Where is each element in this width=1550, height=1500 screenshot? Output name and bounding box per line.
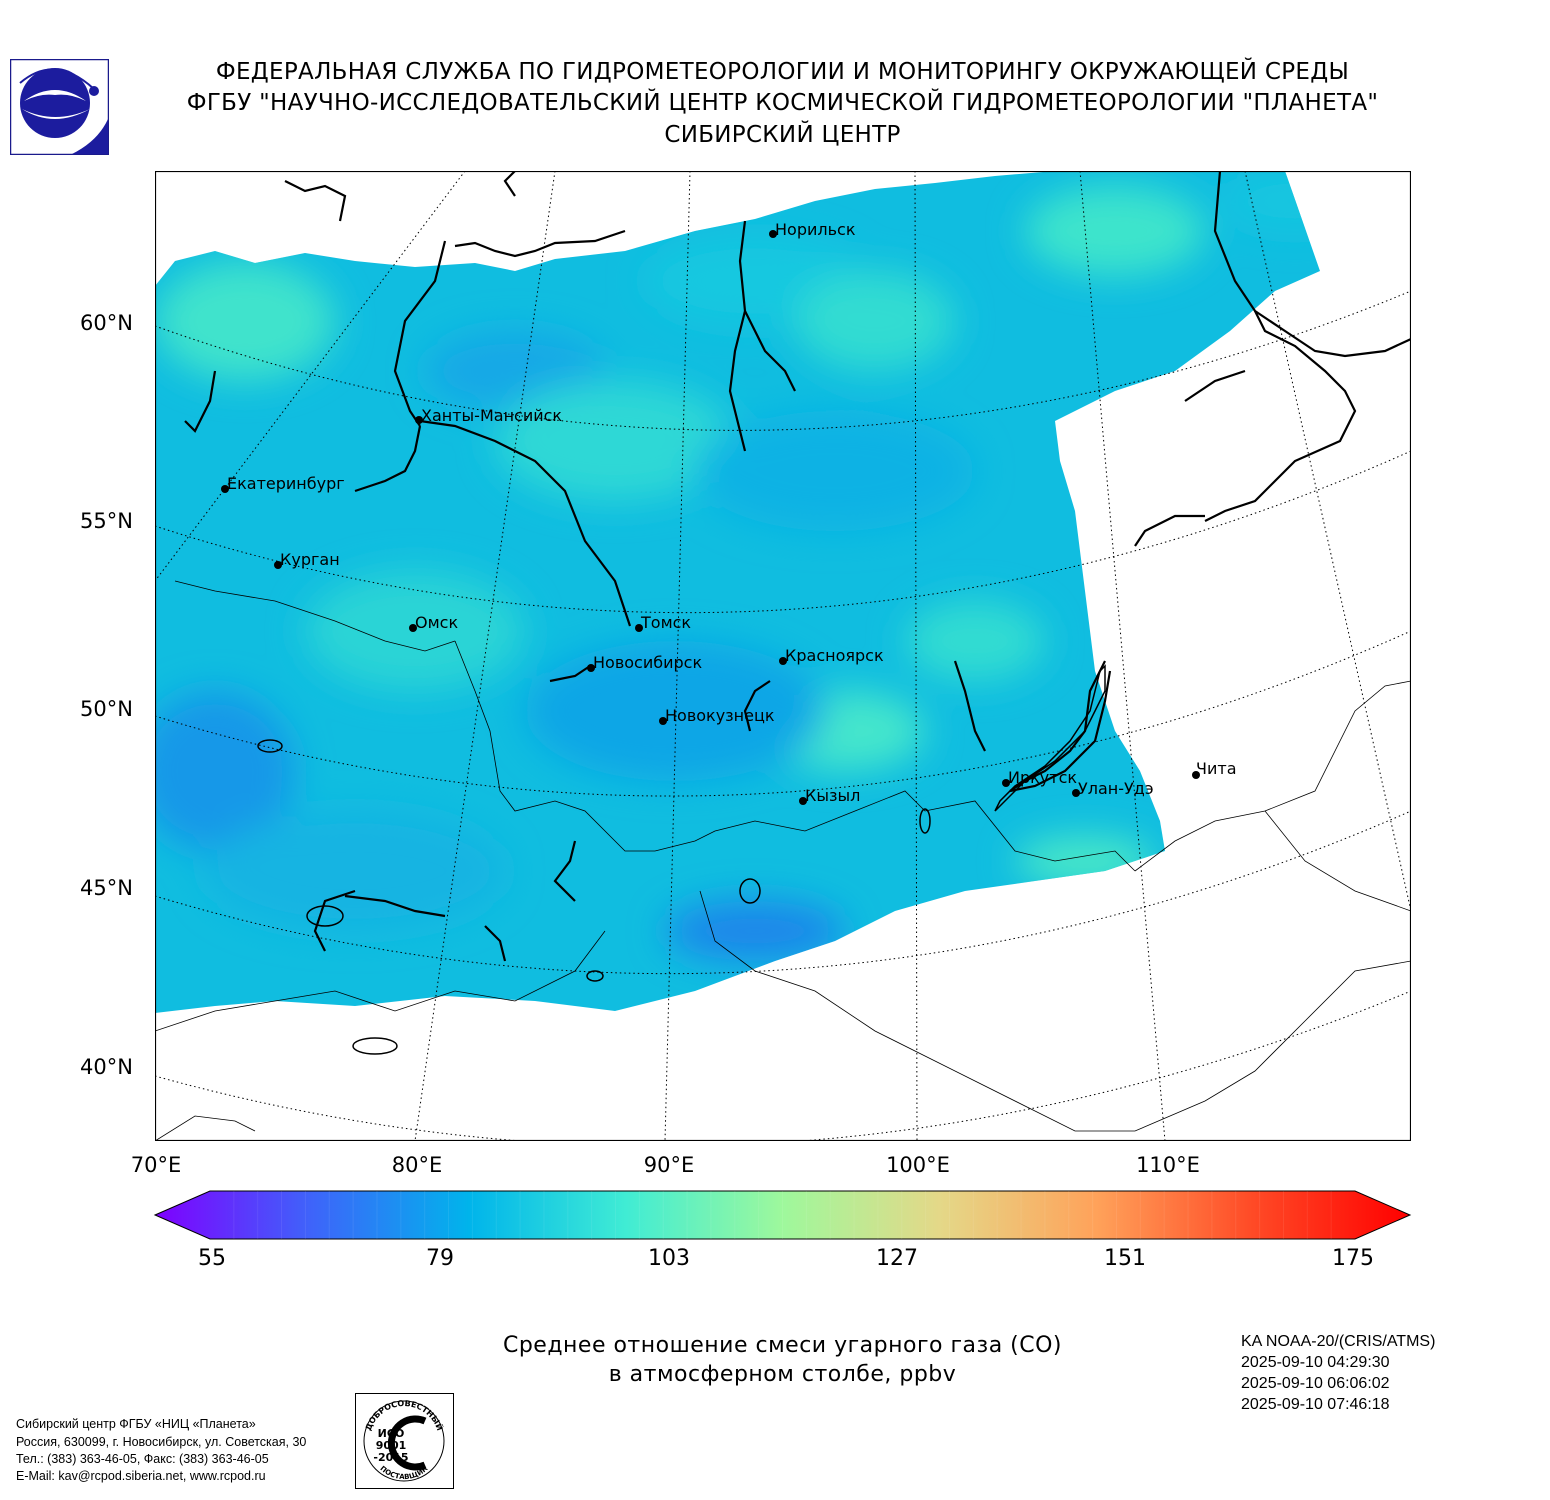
city-label-khanty-mansiysk: Ханты-Мансийск	[421, 406, 562, 425]
lat-label-55: 55°N	[80, 509, 133, 533]
colorbar-tick-55: 55	[198, 1246, 226, 1271]
city-label-novosibirsk: Новосибирск	[593, 653, 702, 672]
city-label-kurgan: Курган	[280, 550, 340, 569]
borders	[155, 580, 1411, 1141]
coastlines-rivers	[184, 171, 1411, 962]
lon-label-70: 70°E	[130, 1153, 182, 1177]
satellite-name: KA NOAA-20/(CRIS/ATMS)	[1241, 1333, 1436, 1350]
lon-label-100: 100°E	[886, 1153, 950, 1177]
city-ulan-ude: Улан-Удэ	[1072, 779, 1154, 798]
city-label-norilsk: Норильск	[775, 220, 856, 239]
pass-time-3: 2025-09-10 07:46:18	[1241, 1396, 1390, 1413]
co-map: Норильск Ханты-Мансийск Екатеринбург Кур…	[155, 171, 1411, 1141]
colorbar-tick-103: 103	[648, 1246, 690, 1271]
graticule	[155, 171, 1411, 1141]
header-title-2: ФГБУ "НАУЧНО-ИССЛЕДОВАТЕЛЬСКИЙ ЦЕНТР КОС…	[186, 90, 1379, 116]
city-label-irkutsk: Иркутск	[1008, 768, 1077, 787]
colorbar-tick-151: 151	[1104, 1246, 1146, 1271]
footer-address: Россия, 630099, г. Новосибирск, ул. Сове…	[16, 1435, 307, 1449]
city-markers: Норильск Ханты-Мансийск Екатеринбург Кур…	[221, 220, 1237, 805]
colorbar-tick-127: 127	[876, 1246, 918, 1271]
lat-label-45: 45°N	[80, 876, 133, 900]
footer-email: E-Mail: kav@rcpod.siberia.net, www.rcpod…	[16, 1469, 266, 1483]
city-norilsk: Норильск	[769, 220, 856, 239]
city-label-krasnoyarsk: Красноярск	[785, 646, 884, 665]
city-khanty-mansiysk: Ханты-Мансийск	[415, 406, 562, 425]
lakes	[257, 664, 1106, 1055]
lat-label-60: 60°N	[80, 311, 133, 335]
colorbar-tick-79: 79	[426, 1246, 454, 1271]
city-tomsk: Томск	[635, 613, 691, 632]
lat-label-40: 40°N	[80, 1055, 133, 1079]
lon-label-110: 110°E	[1136, 1153, 1200, 1177]
city-label-novokuznetsk: Новокузнецк	[665, 706, 775, 725]
iso-badge-code2: 9001	[376, 1439, 407, 1452]
city-ekaterinburg: Екатеринбург	[221, 474, 345, 493]
city-label-tomsk: Томск	[640, 613, 691, 632]
pass-time-2: 2025-09-10 06:06:02	[1241, 1375, 1390, 1392]
city-label-omsk: Омск	[415, 613, 458, 632]
caption-line-1: Среднее отношение смеси угарного газа (C…	[502, 1333, 1063, 1358]
city-krasnoyarsk: Красноярск	[779, 646, 884, 665]
caption-line-2: в атмосферном столбе, ppbv	[608, 1362, 957, 1387]
city-label-chita: Чита	[1196, 759, 1237, 778]
planeta-logo	[9, 58, 110, 156]
colorbar-tick-175: 175	[1332, 1246, 1374, 1271]
city-label-ekaterinburg: Екатеринбург	[227, 474, 345, 493]
lon-label-80: 80°E	[391, 1153, 443, 1177]
city-omsk: Омск	[409, 613, 458, 632]
footer-org: Сибирский центр ФГБУ «НИЦ «Планета»	[16, 1417, 256, 1431]
city-kurgan: Курган	[274, 550, 340, 569]
iso-badge-code3: -2015	[373, 1451, 408, 1464]
footer-phone: Тел.: (383) 363-46-05, Факс: (383) 363-4…	[16, 1452, 269, 1466]
city-label-ulan-ude: Улан-Удэ	[1078, 779, 1154, 798]
colorbar	[150, 1188, 1415, 1242]
lat-label-50: 50°N	[80, 697, 133, 721]
iso-badge: ДОБРОСОВЕСТНЫЙ ИСО 9001 -2015 ПОСТАВЩИК	[355, 1393, 454, 1489]
header-title-3: СИБИРСКИЙ ЦЕНТР	[664, 122, 901, 148]
pass-time-1: 2025-09-10 04:29:30	[1241, 1354, 1390, 1371]
co-data-field	[155, 171, 1320, 1013]
city-novosibirsk: Новосибирск	[587, 653, 702, 672]
city-label-kyzyl: Кызыл	[805, 786, 860, 805]
city-kyzyl: Кызыл	[799, 786, 860, 805]
header-title-1: ФЕДЕРАЛЬНАЯ СЛУЖБА ПО ГИДРОМЕТЕОРОЛОГИИ …	[215, 59, 1350, 85]
iso-badge-code1: ИСО	[378, 1427, 405, 1440]
city-novokuznetsk: Новокузнецк	[659, 706, 775, 725]
lon-label-90: 90°E	[643, 1153, 695, 1177]
city-irkutsk: Иркутск	[1002, 768, 1077, 787]
city-chita: Чита	[1192, 759, 1237, 779]
